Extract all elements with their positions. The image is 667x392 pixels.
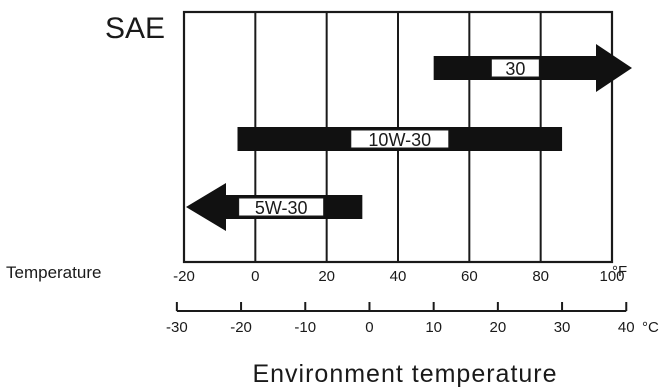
viscosity-label: 30: [505, 59, 525, 79]
celsius-tick-label: 20: [490, 319, 507, 336]
temperature-row-label: Temperature: [6, 263, 101, 282]
chart-grid: [182, 10, 614, 264]
celsius-tick-label: -20: [230, 319, 252, 336]
arrow-right-icon: [596, 44, 632, 92]
fahrenheit-tick-label: 100: [599, 268, 624, 285]
celsius-tick-label: 40: [618, 319, 635, 336]
fahrenheit-tick-label: 80: [532, 268, 549, 285]
celsius-tick-label: -30: [166, 319, 188, 336]
viscosity-label-box: [238, 197, 325, 217]
x-axis-title: Environment temperature: [252, 360, 557, 388]
fahrenheit-tick-label: 40: [390, 268, 407, 285]
celsius-tick-label: 0: [365, 319, 373, 336]
arrow-left-icon: [186, 183, 226, 231]
fahrenheit-tick-label: 60: [461, 268, 478, 285]
celsius-tick-label: 30: [554, 319, 571, 336]
celsius-axis: -30 -20 -10 0 10 20 30 40: [166, 302, 635, 336]
viscosity-label: 10W-30: [368, 130, 431, 150]
celsius-tick-label: -10: [294, 319, 316, 336]
celsius-unit: °C: [642, 319, 659, 336]
fahrenheit-tick-label: -20: [173, 268, 195, 285]
viscosity-label-box: [350, 129, 450, 149]
fahrenheit-tick-label: 20: [318, 268, 335, 285]
fahrenheit-unit: °F: [612, 263, 627, 280]
fahrenheit-tick-label: 0: [251, 268, 259, 285]
celsius-tick-label: 10: [425, 319, 442, 336]
sae-label: SAE: [105, 12, 165, 45]
viscosity-bars: 30 10W-30 5W-30: [186, 44, 632, 231]
fahrenheit-axis: -20 0 20 40 60 80 100: [173, 268, 624, 285]
viscosity-label-box: [490, 58, 540, 78]
viscosity-label: 5W-30: [255, 198, 308, 218]
